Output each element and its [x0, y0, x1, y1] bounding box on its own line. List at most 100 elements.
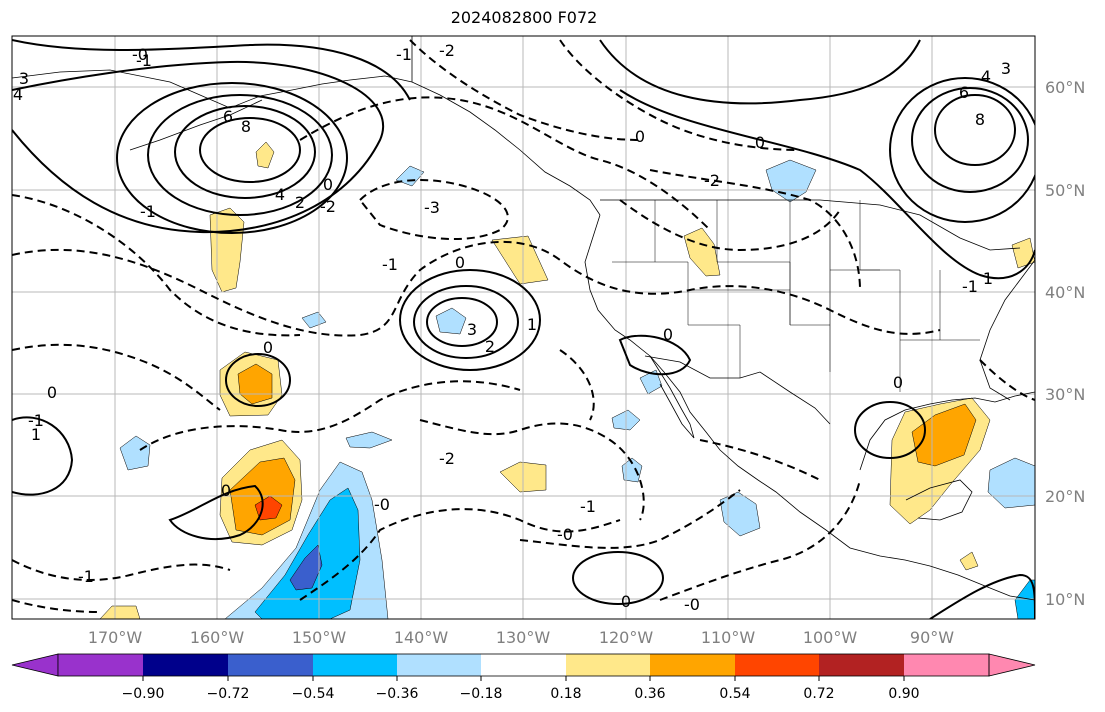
- fill-pos-10: [683, 227, 721, 277]
- colorbar-segment-4: [313, 654, 397, 676]
- contour-label: 4: [275, 185, 285, 204]
- colorbar-segment-7: [566, 654, 650, 676]
- contour-label: -1: [580, 497, 596, 516]
- longitude-label: 100°W: [803, 628, 858, 647]
- contour-aleutian-high-2: [174, 105, 316, 199]
- contour-label: 6: [959, 83, 969, 102]
- fill-neg-2: [254, 487, 361, 619]
- contour-label: 4: [981, 67, 991, 86]
- contour-label: 1: [983, 269, 993, 288]
- fill-neg-8: [435, 307, 467, 335]
- contour-label: -0: [132, 45, 148, 64]
- contour-ne-high-5: [599, 39, 921, 105]
- contour-small-7: [929, 573, 1035, 619]
- colorbar-segment-3: [228, 654, 313, 676]
- fill-neg-6: [395, 165, 425, 187]
- contour-aleutian-high-5: [12, 60, 384, 234]
- contour-label: -0: [557, 525, 573, 544]
- contour-label: 4: [13, 85, 23, 104]
- longitude-axis: 170°W 160°W 150°W 140°W 130°W 120°W 110°…: [88, 628, 954, 647]
- contour-neg-18: [699, 439, 821, 481]
- contour-aleutian-high-4: [116, 82, 348, 234]
- contour-neg-15: [659, 479, 861, 601]
- longitude-label: 170°W: [88, 628, 143, 647]
- latitude-label: 20°N: [1045, 487, 1085, 506]
- colorbar-tick-label: −0.36: [376, 686, 419, 702]
- colorbar-tick-label: −0.72: [207, 686, 250, 702]
- contour-neg-16: [12, 599, 101, 613]
- contour-label: 0: [621, 592, 631, 611]
- contour-label: 1: [527, 315, 537, 334]
- contour-ne-high-1: [934, 94, 1016, 166]
- contour-central-high-1: [426, 297, 498, 347]
- contour-label: 2: [485, 337, 495, 356]
- longitude-label: 110°W: [701, 628, 756, 647]
- fill-pos-14: [99, 605, 141, 619]
- fill-pos-8: [491, 235, 549, 285]
- latitude-axis: 10°N 20°N 30°N 40°N 50°N 60°N: [1045, 78, 1085, 609]
- contour-ne-high-2: [911, 87, 1029, 193]
- contour-central-high-2: [413, 285, 519, 359]
- border-us-mexico: [644, 355, 831, 425]
- contour-label: -1: [136, 51, 152, 70]
- colorbar-tick-label: 0.18: [550, 686, 581, 702]
- contour-ne-high-4: [619, 89, 1035, 280]
- contour-neg-2: [12, 194, 301, 337]
- contour-label: 0: [263, 338, 273, 357]
- contour-label: 1: [31, 425, 41, 444]
- fill-neg-5: [345, 431, 393, 449]
- contour-label: 8: [241, 117, 251, 136]
- contour-neg-5: [358, 179, 509, 241]
- colorbar-segment-9: [735, 654, 819, 676]
- contour-neg-3: [12, 343, 221, 411]
- contour-neg-4: [299, 96, 711, 231]
- colorbar-segment-10: [819, 654, 904, 676]
- colorbar-tick-label: 0.36: [634, 686, 665, 702]
- colorbar-segment-8: [650, 654, 735, 676]
- coastline-baja: [649, 355, 695, 439]
- contour-label: 8: [975, 110, 985, 129]
- fill-pos-13: [1011, 237, 1035, 269]
- contour-small-6: [618, 334, 692, 376]
- longitude-label: 160°W: [190, 628, 245, 647]
- contour-aleutian-high-3: [147, 94, 333, 216]
- contour-label: 3: [19, 69, 29, 88]
- colorbar-tick-label: −0.54: [292, 686, 335, 702]
- fill-neg-12: [719, 491, 761, 537]
- contour-label: -2: [704, 171, 720, 190]
- map-panel: -2 -1 -1 -3 -2 -1 -2 -1 -1 -2 -1 -1 -0 -…: [11, 35, 1036, 620]
- contour-small-2: [572, 551, 664, 605]
- fill-pos-6: [209, 207, 245, 293]
- longitude-label: 130°W: [496, 628, 551, 647]
- fill-neg-3: [289, 544, 323, 591]
- contour-small-3: [854, 401, 926, 459]
- colorbar-segment-11: [904, 654, 989, 676]
- coastline-gulf: [859, 391, 1035, 471]
- anomaly-fills: [99, 141, 1035, 619]
- contour-label: -1: [382, 255, 398, 274]
- contour-aleutian-high-1: [199, 117, 301, 183]
- contour-central-high-3: [399, 269, 541, 371]
- contour-neg-14: [519, 489, 741, 549]
- contour-label: 3: [1001, 59, 1011, 78]
- coastline-west-coast: [584, 214, 1035, 601]
- map-frame: [11, 35, 1036, 620]
- colorbar-tick-label: 0.72: [803, 686, 834, 702]
- contour-label: 0: [663, 325, 673, 344]
- contour-label: 3: [467, 320, 477, 339]
- contour-neg-12: [419, 419, 645, 521]
- latitude-label: 10°N: [1045, 590, 1085, 609]
- colorbar-segment-1: [58, 654, 143, 676]
- contour-label: 0: [47, 383, 57, 402]
- longitude-label: 140°W: [394, 628, 449, 647]
- contour-neg-8: [649, 169, 861, 291]
- contour-label: 0: [455, 253, 465, 272]
- contour-neg-10: [139, 380, 521, 451]
- contour-neg-1: [12, 240, 941, 337]
- latitude-label: 30°N: [1045, 385, 1085, 404]
- contour-small-4: [168, 484, 264, 541]
- contour-small-1: [225, 353, 291, 407]
- coastline-east: [979, 259, 1035, 401]
- longitude-label: 150°W: [292, 628, 347, 647]
- contour-label: -0: [374, 495, 390, 514]
